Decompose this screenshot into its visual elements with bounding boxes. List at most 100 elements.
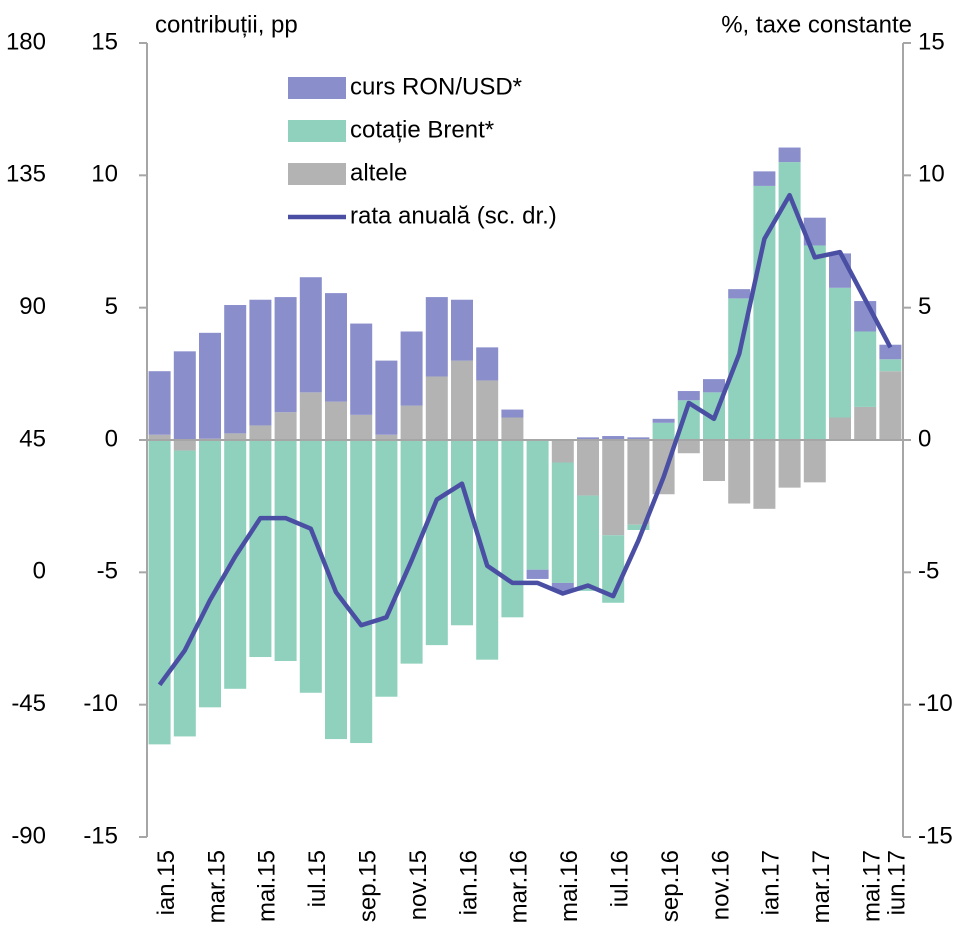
bar — [854, 331, 877, 407]
bar — [224, 433, 247, 440]
bar — [249, 440, 272, 658]
y-tick-label: -5 — [97, 558, 118, 585]
bar — [400, 440, 423, 664]
y2-tick-label: 5 — [918, 293, 931, 320]
bar — [451, 299, 473, 361]
bar — [753, 185, 776, 440]
bar — [199, 440, 221, 708]
bar — [879, 371, 902, 440]
bar — [451, 360, 473, 440]
bar — [577, 440, 599, 496]
bar — [627, 440, 650, 525]
bar — [476, 380, 499, 440]
bar — [728, 440, 751, 504]
line — [157, 192, 893, 687]
y-tick-label: 5 — [105, 293, 118, 320]
legend-label: cotație Brent* — [350, 116, 494, 143]
y-tick-label: -15 — [83, 822, 118, 849]
bar — [224, 440, 247, 689]
bar — [602, 436, 625, 440]
bar — [879, 359, 902, 372]
bar — [375, 434, 398, 440]
x-tick-label: mai.16 — [556, 850, 583, 922]
bar — [350, 440, 373, 744]
bar — [677, 391, 700, 401]
bar — [803, 245, 826, 440]
bar — [577, 495, 599, 591]
bar — [476, 347, 499, 381]
bar — [778, 147, 801, 163]
bar — [425, 440, 448, 646]
bar — [854, 406, 877, 440]
x-tick-label: mar.16 — [506, 850, 533, 923]
y-axis-label: contribuții, pp — [155, 11, 298, 38]
y3-tick-label: -90 — [11, 822, 46, 849]
x-tick-label: nov.16 — [707, 850, 734, 920]
legend-swatch — [288, 120, 346, 142]
bar — [778, 440, 801, 488]
bar — [778, 162, 801, 440]
bar — [199, 332, 221, 439]
bar — [652, 418, 675, 423]
bar — [400, 405, 423, 440]
legend-swatch — [288, 163, 346, 185]
x-tick-label: sep.16 — [657, 850, 684, 922]
y-tick-label: 0 — [105, 425, 118, 452]
y3-tick-label: 135 — [6, 161, 46, 188]
x-tick-label: nov.15 — [405, 850, 432, 920]
bar — [299, 440, 322, 693]
x-tick-label: mar.15 — [203, 850, 230, 923]
bar — [551, 462, 574, 583]
bar — [501, 409, 524, 418]
bar — [526, 569, 549, 579]
bar — [224, 305, 247, 434]
y2-axis-label: %, taxe constante — [721, 11, 912, 38]
bar — [249, 299, 272, 426]
x-tick-label: mai.17 — [859, 850, 886, 922]
bar — [350, 414, 373, 440]
bar — [703, 440, 725, 482]
bar — [728, 289, 751, 299]
y2-tick-label: -15 — [918, 822, 953, 849]
bar — [753, 171, 776, 186]
legend-label: curs RON/USD* — [350, 73, 522, 100]
y3-tick-label: -45 — [11, 690, 46, 717]
bar — [551, 440, 574, 463]
bar — [325, 401, 347, 440]
bar — [526, 440, 549, 570]
bar — [173, 351, 196, 440]
x-tick-label: ian.15 — [153, 850, 180, 915]
x-tick-label: ian.16 — [455, 850, 482, 915]
bar — [829, 287, 851, 418]
y2-tick-label: 0 — [918, 425, 931, 452]
x-tick-label: sep.15 — [355, 850, 382, 922]
legend-swatch — [288, 77, 346, 99]
bar — [274, 412, 297, 440]
bar — [829, 417, 851, 440]
bar — [425, 376, 448, 440]
bar — [274, 440, 297, 661]
bar — [375, 360, 398, 435]
bar — [325, 293, 347, 402]
bar — [652, 422, 675, 440]
y-tick-label: 15 — [91, 28, 118, 55]
x-tick-label: ian.17 — [758, 850, 785, 915]
bar — [274, 297, 297, 413]
bar — [249, 425, 272, 440]
legend-label: altele — [350, 159, 407, 186]
bar — [375, 440, 398, 697]
bar — [627, 524, 650, 530]
y-tick-label: -10 — [83, 690, 118, 717]
bar — [677, 440, 700, 454]
bar — [299, 277, 322, 393]
legend-label: rata anuală (sc. dr.) — [350, 202, 557, 229]
x-tick-label: iul.16 — [607, 850, 634, 907]
bar — [148, 434, 171, 440]
bar — [148, 440, 171, 745]
bar — [400, 331, 423, 406]
bar — [173, 450, 196, 737]
y2-tick-label: -10 — [918, 690, 953, 717]
x-tick-label: mar.17 — [808, 850, 835, 923]
